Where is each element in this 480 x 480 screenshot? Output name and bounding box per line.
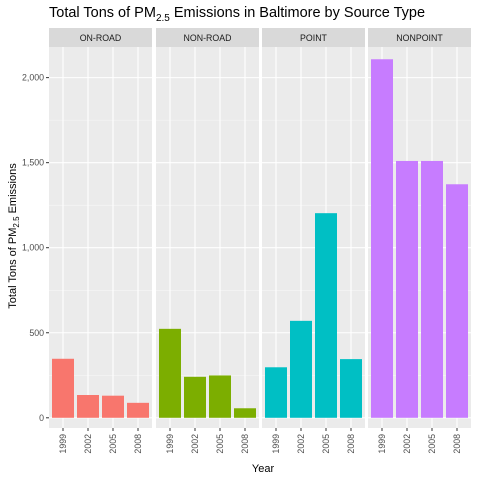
x-tick-label: 2002 — [83, 434, 93, 454]
y-tick-label: 2,000 — [22, 73, 44, 83]
bar-nonpoint-2005 — [421, 160, 443, 418]
y-axis-label-suffix: Emissions — [7, 163, 19, 217]
x-tick-label: 2005 — [427, 434, 437, 454]
y-tick-label: 0 — [39, 413, 44, 423]
x-tick-label: 1999 — [165, 434, 175, 454]
y-tick-label: 1,500 — [22, 158, 44, 168]
x-tick-label: 2008 — [452, 434, 462, 454]
facet-strip — [262, 28, 365, 47]
bar-point-2008 — [340, 359, 362, 418]
facet-strip-label: NON-ROAD — [184, 33, 232, 43]
bar-non-road-2005 — [209, 375, 231, 418]
x-tick-label: 2002 — [402, 434, 412, 454]
bar-on-road-1999 — [52, 358, 74, 418]
bar-nonpoint-2008 — [446, 184, 468, 418]
x-axis-label: Year — [252, 463, 275, 475]
x-tick-label: 2005 — [215, 434, 225, 454]
facet-non-road: NON-ROAD 1999 2002 2005 2008 — [156, 28, 259, 454]
y-tick-label: 1,000 — [22, 243, 44, 253]
facet-strip-label: ON-ROAD — [80, 33, 122, 43]
x-tick-label: 2008 — [346, 434, 356, 454]
y-axis-label-subscript: 2.5 — [12, 216, 21, 228]
y-axis-label: Total Tons of PM2.5 Emissions — [7, 163, 21, 309]
x-tick-label: 2005 — [108, 434, 118, 454]
x-tick-label: 2002 — [296, 434, 306, 454]
x-tick-label: 2005 — [321, 434, 331, 454]
bar-on-road-2002 — [77, 395, 99, 418]
facet-on-road: ON-ROAD 1999 2002 2005 2008 — [49, 28, 152, 454]
bar-non-road-1999 — [159, 328, 181, 418]
bar-point-1999 — [265, 367, 287, 418]
chart-title-suffix: Emissions in Baltimore by Source Type — [170, 5, 425, 21]
chart-title: Total Tons of PM2.5 Emissions in Baltimo… — [49, 5, 425, 24]
facet-strip — [368, 28, 471, 47]
bar-nonpoint-2002 — [396, 160, 418, 418]
facet-strip-label: POINT — [300, 33, 328, 43]
bar-non-road-2008 — [234, 408, 256, 418]
x-tick-label: 1999 — [377, 434, 387, 454]
bar-point-2002 — [290, 320, 312, 418]
y-tick-label: 500 — [29, 328, 44, 338]
y-axis-label-prefix: Total Tons of PM — [7, 228, 19, 309]
chart-title-subscript: 2.5 — [156, 13, 170, 24]
x-tick-label: 2002 — [190, 434, 200, 454]
x-tick-label: 2008 — [240, 434, 250, 454]
bar-on-road-2005 — [102, 395, 124, 418]
x-tick-label: 1999 — [271, 434, 281, 454]
bar-non-road-2002 — [184, 376, 206, 418]
facet-strip — [49, 28, 152, 47]
chart-title-prefix: Total Tons of PM — [49, 5, 156, 21]
bar-on-road-2008 — [127, 402, 149, 418]
y-axis: 0 500 1,000 1,500 2,000 — [22, 73, 49, 423]
bar-nonpoint-1999 — [371, 59, 393, 418]
x-tick-label: 1999 — [58, 434, 68, 454]
x-tick-label: 2008 — [133, 434, 143, 454]
facet-strip-label: NONPOINT — [396, 33, 443, 43]
facet-nonpoint: NONPOINT 1999 2002 2005 2008 — [368, 28, 471, 454]
facet-strip — [156, 28, 259, 47]
facet-panels: ON-ROAD 1999 2002 2005 2008 NON-ROAD 1999 2002 2… — [49, 28, 471, 454]
facet-point: POINT 1999 2002 2005 2008 — [262, 28, 365, 454]
bar-point-2005 — [315, 213, 337, 418]
